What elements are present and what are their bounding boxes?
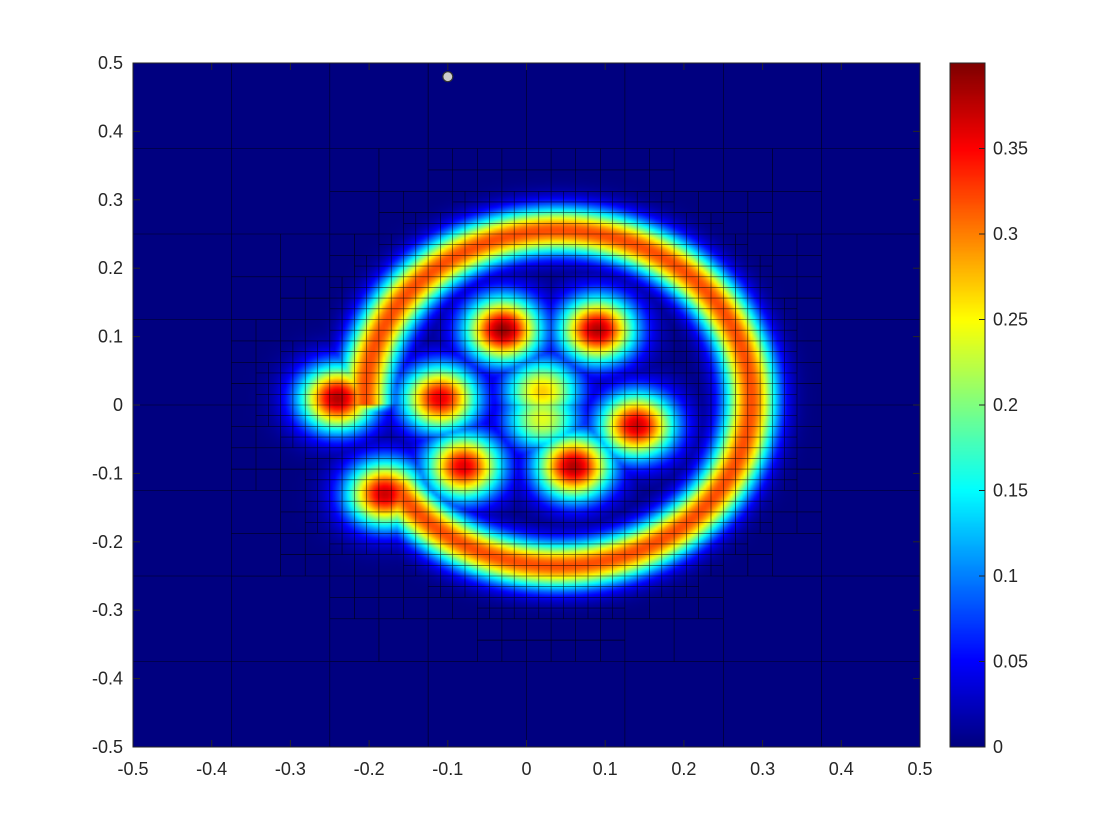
colorbar-tick-label: 0.15 — [993, 481, 1028, 501]
colorbar-tick-label: 0.2 — [993, 395, 1018, 415]
y-tick-label: 0.1 — [98, 327, 123, 347]
y-tick-label: 0 — [113, 395, 123, 415]
y-tick-label: 0.3 — [98, 190, 123, 210]
colorbar-ticks: 0.35 0.3 0.25 0.2 0.15 0.1 0.05 0 — [979, 139, 1028, 757]
colorbar-tick-label: 0.35 — [993, 139, 1028, 159]
colorbar: 0.35 0.3 0.25 0.2 0.15 0.1 0.05 0 — [949, 62, 1028, 757]
y-tick-label: -0.4 — [92, 669, 123, 689]
x-tick-label: 0.5 — [907, 759, 932, 779]
x-tick-label: -0.5 — [117, 759, 148, 779]
x-tick-label: 0 — [521, 759, 531, 779]
heatmap-plot — [132, 62, 921, 748]
y-axis: 0.5 0.4 0.3 0.2 0.1 0 -0.1 -0.2 -0.3 -0.4 -0.5 — [92, 53, 920, 757]
x-tick-label: -0.4 — [196, 759, 227, 779]
y-tick-label: -0.3 — [92, 600, 123, 620]
x-tick-label: 0.4 — [829, 759, 854, 779]
x-tick-label: 0.3 — [750, 759, 775, 779]
y-tick-label: 0.5 — [98, 53, 123, 73]
y-tick-label: 0.2 — [98, 258, 123, 278]
x-tick-label: -0.1 — [432, 759, 463, 779]
colorbar-tick-label: 0 — [993, 737, 1003, 757]
y-tick-label: -0.2 — [92, 532, 123, 552]
y-tick-label: -0.5 — [92, 737, 123, 757]
colorbar-tick-label: 0.1 — [993, 566, 1018, 586]
x-axis: -0.5 -0.4 -0.3 -0.2 -0.1 0 0.1 0.2 0.3 0.4 0.5 — [117, 63, 933, 779]
x-tick-label: 0.2 — [671, 759, 696, 779]
x-tick-label: 0.1 — [593, 759, 618, 779]
colorbar-tick-label: 0.25 — [993, 310, 1028, 330]
probe-marker — [442, 71, 454, 83]
colorbar-tick-label: 0.05 — [993, 652, 1028, 672]
x-tick-label: -0.2 — [354, 759, 385, 779]
x-tick-label: -0.3 — [275, 759, 306, 779]
y-tick-label: 0.4 — [98, 121, 123, 141]
colorbar-tick-label: 0.3 — [993, 224, 1018, 244]
y-tick-label: -0.1 — [92, 463, 123, 483]
